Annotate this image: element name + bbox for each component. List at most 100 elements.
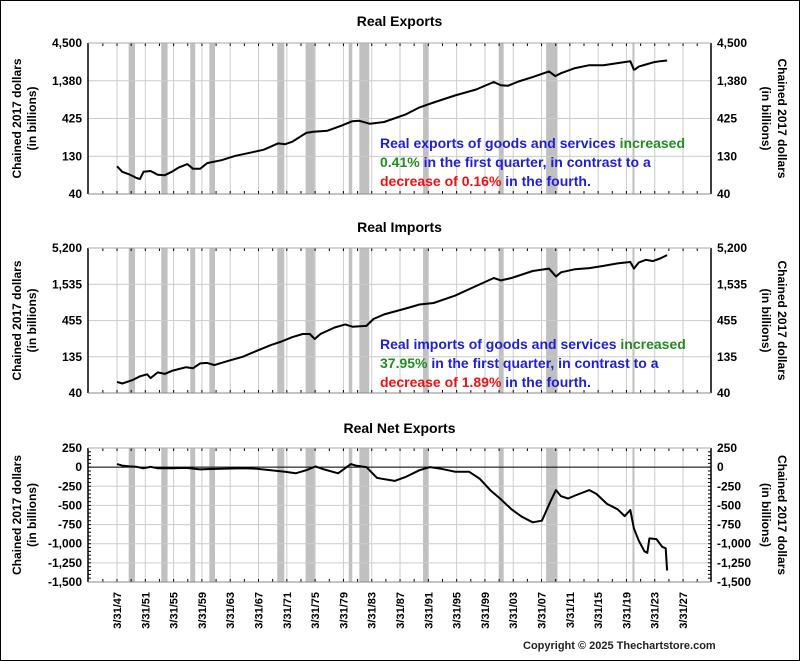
y-axis-label-right: Chained 2017 dollars [775, 260, 789, 380]
x-tick-label: 3/31/23 [650, 592, 662, 629]
y-tick-label-left: 130 [62, 149, 82, 163]
annot-text: decrease of 1.89% [380, 374, 502, 390]
x-tick-label: 3/31/87 [395, 592, 407, 629]
annot-text: 0.41% [380, 154, 420, 170]
y-tick-label-left: 40 [69, 187, 83, 201]
x-tick-label: 3/31/59 [197, 592, 209, 629]
annot-text: Real exports of goods and services [380, 135, 620, 151]
y-tick-label-right: 5,200 [717, 241, 747, 255]
x-tick-label: 3/31/15 [593, 592, 605, 629]
y-tick-label-right: 40 [717, 187, 731, 201]
y-axis-label-right: Chained 2017 dollars [775, 58, 789, 178]
y-axis-label-right-sub: (in billions) [759, 483, 773, 547]
annot-text: Real imports of goods and services [380, 336, 621, 352]
annot-text: in the fourth. [501, 374, 591, 390]
x-tick-label: 3/31/51 [140, 592, 152, 629]
recession-band [632, 448, 635, 582]
exports-annotation: Real exports of goods and services incre… [380, 134, 685, 191]
y-tick-label-right: -1,500 [717, 575, 751, 589]
chart-title: Real Imports [357, 219, 442, 235]
recession-band [161, 448, 168, 582]
y-tick-label-left: 425 [62, 111, 82, 125]
recession-band [209, 448, 216, 582]
y-tick-label-right: 40 [717, 386, 731, 400]
data-series-line [116, 59, 668, 180]
y-tick-label-right: 130 [717, 149, 737, 163]
y-tick-label-left: 40 [69, 386, 83, 400]
y-tick-label-right: 0 [717, 460, 724, 474]
annot-text: 37.95% [380, 355, 428, 371]
recession-band [423, 448, 428, 582]
x-tick-label: 3/31/19 [621, 592, 633, 629]
x-tick-label: 3/31/75 [310, 592, 322, 629]
data-series-line [116, 463, 669, 571]
chart-panel-real-net-exports: 250 250 0 0 -250 -250 -500 -500 -750 -750 -1,000 -1… [10, 420, 789, 589]
y-tick-label-left: -1,250 [48, 556, 82, 570]
chart-panel-real-exports: 4,500 4,500 1,380 1,380 425 425 130 130 40 40 Real… [10, 13, 789, 201]
x-tick-label: 3/31/63 [225, 592, 237, 629]
imports-annotation: Real imports of goods and services incre… [380, 335, 686, 392]
x-tick-label: 3/31/83 [367, 592, 379, 629]
recession-band [546, 448, 558, 582]
y-axis-label-left-sub: (in billions) [25, 483, 39, 547]
y-axis-label-left-sub: (in billions) [25, 87, 39, 151]
y-tick-label-left: -500 [58, 498, 82, 512]
annot-text: increased [620, 336, 686, 352]
x-tick-label: 3/31/99 [480, 592, 492, 629]
recession-band [348, 448, 353, 582]
y-tick-label-right: 1,380 [717, 74, 747, 88]
y-tick-label-left: -1,500 [48, 575, 82, 589]
x-tick-label: 3/31/47 [112, 592, 124, 629]
chart-title: Real Exports [357, 13, 443, 29]
x-tick-label: 3/31/71 [282, 592, 294, 629]
y-tick-label-left: 4,500 [52, 36, 82, 50]
y-tick-label-right: -750 [717, 518, 741, 532]
y-tick-label-right: 250 [717, 441, 737, 455]
x-tick-label: 3/31/91 [423, 592, 435, 629]
y-axis-label-left: Chained 2017 dollars [10, 58, 24, 178]
x-tick-label: 3/31/55 [169, 592, 181, 629]
x-tick-label: 3/31/03 [508, 592, 520, 629]
y-tick-label-left: -750 [58, 518, 82, 532]
y-tick-label-right: -1,250 [717, 556, 751, 570]
y-tick-label-right: -250 [717, 479, 741, 493]
copyright-text: Copyright © 2025 Thechartstore.com [523, 640, 716, 652]
y-tick-label-right: -500 [717, 498, 741, 512]
annot-text: in the first quarter, in contrast to a [427, 355, 659, 371]
annot-text: in the first quarter, in contrast to a [419, 154, 651, 170]
recession-band [498, 448, 504, 582]
y-tick-label-left: -250 [58, 479, 82, 493]
y-tick-label-left: 5,200 [52, 241, 82, 255]
y-tick-label-left: 1,535 [52, 277, 82, 291]
y-tick-label-left: 1,380 [52, 74, 82, 88]
recession-band [359, 448, 370, 582]
x-tick-label: 3/31/67 [254, 592, 266, 629]
y-tick-label-left: 455 [62, 314, 82, 328]
annot-text: increased [619, 135, 686, 151]
y-tick-label-right: 455 [717, 314, 737, 328]
y-tick-label-right: 1,535 [717, 277, 747, 291]
x-tick-label: 3/31/79 [338, 592, 350, 629]
y-tick-label-left: 0 [75, 460, 82, 474]
y-axis-label-right-sub: (in billions) [759, 289, 773, 353]
x-tick-label: 3/31/07 [537, 592, 549, 629]
chart-title: Real Net Exports [343, 420, 455, 436]
y-tick-label-right: 4,500 [717, 36, 747, 50]
x-tick-label: 3/31/11 [565, 592, 577, 628]
x-tick-label: 3/31/95 [452, 592, 464, 629]
y-tick-label-left: 135 [62, 350, 82, 364]
recession-band [128, 448, 136, 582]
y-axis-label-left-sub: (in billions) [25, 289, 39, 353]
x-tick-label: 3/31/27 [678, 592, 690, 629]
y-tick-label-right: -1,000 [717, 537, 751, 551]
y-axis-label-left: Chained 2017 dollars [10, 260, 24, 380]
annot-text: decrease of 0.16% [380, 173, 502, 189]
y-tick-label-right: 425 [717, 111, 737, 125]
y-axis-label-right-sub: (in billions) [759, 87, 773, 151]
data-series-line [116, 254, 668, 385]
y-tick-label-left: 250 [62, 441, 82, 455]
recession-band [277, 448, 285, 582]
y-tick-label-left: -1,000 [48, 537, 82, 551]
annot-text: in the fourth. [501, 173, 591, 189]
